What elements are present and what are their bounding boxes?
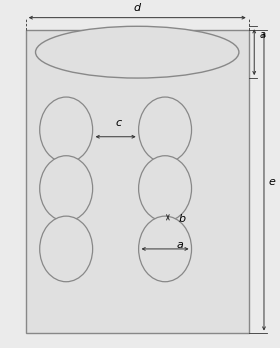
Ellipse shape [36, 26, 239, 78]
Circle shape [40, 216, 93, 282]
Circle shape [40, 156, 93, 221]
Circle shape [139, 97, 192, 163]
Text: a: a [176, 240, 183, 251]
Text: d: d [134, 3, 141, 13]
Circle shape [40, 97, 93, 163]
Circle shape [139, 156, 192, 221]
Text: c: c [115, 118, 122, 128]
Text: a: a [260, 30, 266, 40]
Text: e: e [268, 177, 275, 187]
Bar [26, 30, 249, 333]
Circle shape [139, 216, 192, 282]
Text: b: b [179, 214, 186, 224]
